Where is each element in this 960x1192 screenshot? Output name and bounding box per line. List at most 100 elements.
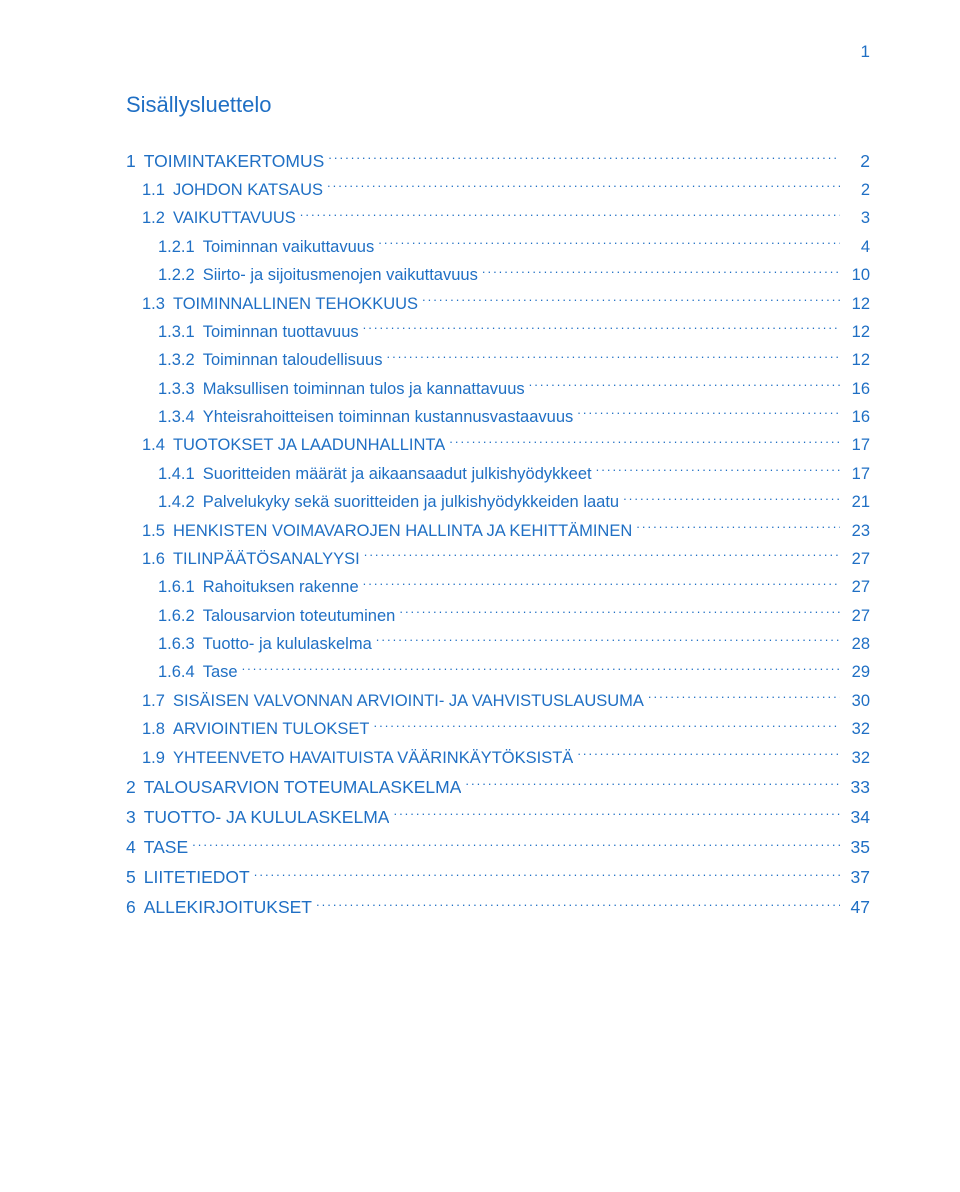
toc-entry-number: 1.3.3 [158,375,203,403]
toc-leader-dots [482,264,840,281]
toc-entry[interactable]: 1.2.2Siirto- ja sijoitusmenojen vaikutta… [126,261,870,289]
toc-entry-number: 1.9 [142,744,173,772]
toc-entry-label: Talousarvion toteutuminen [203,602,396,630]
toc-leader-dots [577,746,840,763]
toc-entry[interactable]: 4TASE35 [126,832,870,862]
toc-entry-number: 5 [126,862,144,892]
toc-leader-dots [449,434,840,451]
toc-entry-number: 2 [126,772,144,802]
toc-entry-number: 4 [126,832,144,862]
toc-entry-number: 1.4 [142,431,173,459]
toc-entry[interactable]: 1.9YHTEENVETO HAVAITUISTA VÄÄRINKÄYTÖKSI… [126,744,870,772]
toc-leader-dots [399,604,840,621]
toc-entry[interactable]: 1.2.1Toiminnan vaikuttavuus4 [126,233,870,261]
toc-entry[interactable]: 6ALLEKIRJOITUKSET47 [126,892,870,922]
toc-entry-page: 27 [844,573,870,601]
toc-entry[interactable]: 1.5HENKISTEN VOIMAVAROJEN HALLINTA JA KE… [126,517,870,545]
toc-leader-dots [254,866,840,884]
toc-entry-page: 27 [844,602,870,630]
toc-entry[interactable]: 2TALOUSARVION TOTEUMALASKELMA33 [126,772,870,802]
toc-entry[interactable]: 1.4.2Palvelukyky sekä suoritteiden ja ju… [126,488,870,516]
toc-entry-label: Maksullisen toiminnan tulos ja kannattav… [203,375,525,403]
toc-entry[interactable]: 1.6.3Tuotto- ja kululaskelma28 [126,630,870,658]
toc-leader-dots [376,633,840,650]
toc-entry[interactable]: 1.3.4Yhteisrahoitteisen toiminnan kustan… [126,403,870,431]
toc-entry-number: 1.3.1 [158,318,203,346]
toc-entry-page: 10 [844,261,870,289]
toc-entry-label: Siirto- ja sijoitusmenojen vaikuttavuus [203,261,478,289]
toc-entry-page: 12 [844,346,870,374]
toc-entry-number: 6 [126,892,144,922]
toc-entry-label: Suoritteiden määrät ja aikaansaadut julk… [203,460,592,488]
toc-entry[interactable]: 3TUOTTO- JA KULULASKELMA34 [126,802,870,832]
toc-entry-number: 1.4.2 [158,488,203,516]
toc-entry[interactable]: 1.3TOIMINNALLINEN TEHOKKUUS 12 [126,290,870,318]
toc-entry-label: SISÄISEN VALVONNAN ARVIOINTI- JA VAHVIST… [173,687,644,715]
toc-entry-label: TILINPÄÄTÖSANALYYSI [173,545,360,573]
toc-entry-page: 4 [844,233,870,261]
toc-leader-dots [529,377,840,394]
toc-entry-number: 1.3.2 [158,346,203,374]
toc-entry[interactable]: 1.3.1Toiminnan tuottavuus 12 [126,318,870,346]
toc-entry-label: JOHDON KATSAUS [173,176,323,204]
toc-entry-label: TUOTOKSET JA LAADUNHALLINTA [173,431,445,459]
toc-entry-label: TASE [144,832,188,862]
toc-leader-dots [648,689,840,706]
toc-entry[interactable]: 1.6.1Rahoituksen rakenne27 [126,573,870,601]
toc-entry[interactable]: 1.4.1Suoritteiden määrät ja aikaansaadut… [126,460,870,488]
toc-entry-label: TOIMINNALLINEN TEHOKKUUS [173,290,418,318]
toc-entry-number: 1.1 [142,176,173,204]
toc-entry-page: 27 [844,545,870,573]
toc-list: 1TOIMINTAKERTOMUS21.1JOHDON KATSAUS21.2V… [126,146,870,922]
toc-entry-page: 37 [844,862,870,892]
toc-entry-number: 1.6.4 [158,658,203,686]
toc-entry[interactable]: 1.6.2Talousarvion toteutuminen27 [126,602,870,630]
toc-leader-dots [327,179,840,196]
toc-entry[interactable]: 1.6.4Tase29 [126,658,870,686]
toc-entry-page: 16 [844,403,870,431]
toc-entry[interactable]: 5LIITETIEDOT37 [126,862,870,892]
toc-title: Sisällysluettelo [126,92,870,118]
toc-leader-dots [192,836,840,854]
toc-leader-dots [577,406,840,423]
toc-leader-dots [328,150,840,168]
toc-entry-number: 1 [126,146,144,176]
toc-leader-dots [378,235,840,252]
toc-entry-page: 2 [844,146,870,176]
toc-entry-page: 12 [844,290,870,318]
toc-entry[interactable]: 1TOIMINTAKERTOMUS2 [126,146,870,176]
toc-entry-number: 1.5 [142,517,173,545]
toc-entry[interactable]: 1.6TILINPÄÄTÖSANALYYSI 27 [126,545,870,573]
toc-entry-label: Palvelukyky sekä suoritteiden ja julkish… [203,488,619,516]
document-page: 1 Sisällysluettelo 1TOIMINTAKERTOMUS21.1… [0,0,960,1192]
toc-entry[interactable]: 1.3.2Toiminnan taloudellisuus 12 [126,346,870,374]
toc-entry-label: Yhteisrahoitteisen toiminnan kustannusva… [203,403,574,431]
toc-entry-number: 1.2.1 [158,233,203,261]
toc-entry[interactable]: 1.8ARVIOINTIEN TULOKSET32 [126,715,870,743]
toc-entry-label: Toiminnan taloudellisuus [203,346,383,374]
toc-entry[interactable]: 1.7SISÄISEN VALVONNAN ARVIOINTI- JA VAHV… [126,687,870,715]
toc-entry-page: 30 [844,687,870,715]
toc-entry-page: 17 [844,460,870,488]
toc-entry-page: 12 [844,318,870,346]
toc-entry-page: 32 [844,715,870,743]
toc-entry-number: 1.8 [142,715,173,743]
toc-entry-number: 1.3 [142,290,173,318]
toc-entry[interactable]: 1.4TUOTOKSET JA LAADUNHALLINTA17 [126,431,870,459]
toc-leader-dots [393,806,840,824]
toc-entry-number: 1.6 [142,545,173,573]
toc-entry[interactable]: 1.2VAIKUTTAVUUS3 [126,204,870,232]
toc-entry-page: 21 [844,488,870,516]
toc-entry-number: 1.2.2 [158,261,203,289]
toc-entry[interactable]: 1.3.3Maksullisen toiminnan tulos ja kann… [126,375,870,403]
toc-entry-label: Tuotto- ja kululaskelma [203,630,372,658]
toc-entry-number: 1.6.1 [158,573,203,601]
toc-leader-dots [363,320,840,337]
toc-entry-label: ALLEKIRJOITUKSET [144,892,312,922]
toc-leader-dots [300,207,840,224]
toc-entry-page: 3 [844,204,870,232]
toc-leader-dots [386,349,840,366]
toc-entry-number: 1.2 [142,204,173,232]
toc-entry-label: Toiminnan tuottavuus [203,318,359,346]
toc-entry[interactable]: 1.1JOHDON KATSAUS2 [126,176,870,204]
